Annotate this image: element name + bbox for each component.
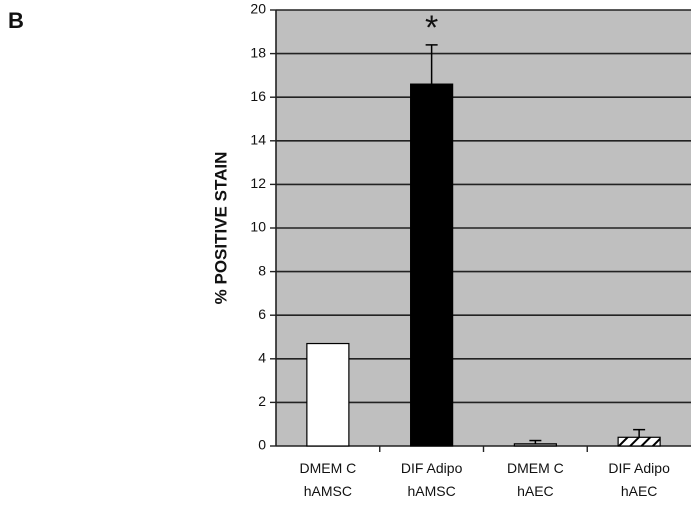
y-tick-label: 10 [250,219,266,235]
bars [306,83,661,447]
bar [513,443,557,447]
x-tick-label: DIF Adipo [608,460,670,476]
y-tick-label: 16 [250,88,266,104]
panel-label: B [8,8,24,33]
y-tick-label: 0 [258,437,266,453]
y-tick-label: 2 [258,393,266,409]
gridlines [276,9,691,404]
y-tick-label: 20 [250,1,266,17]
x-tick-label: hAMSC [304,483,352,499]
y-tick-label: 4 [258,350,266,366]
x-tick-label: DIF Adipo [401,460,463,476]
x-axis: DMEM C hAMSC DIF Adipo hAMSC DMEM C hAEC DIF A… [276,445,691,499]
x-tick-label: hAEC [621,483,658,499]
bar [306,342,350,447]
bar [410,83,454,447]
x-tick-label: hAEC [517,483,554,499]
y-tick-label: 18 [250,44,266,60]
y-tick-label: 12 [250,175,266,191]
significance-marker: * [425,9,438,47]
x-tick-label: hAMSC [408,483,456,499]
x-tick-label: DMEM C [507,460,564,476]
bar [617,436,661,447]
y-axis: 0 2 4 6 8 10 12 14 16 18 20 [250,1,277,453]
error-bars [425,44,646,444]
annotations: * [425,9,438,47]
y-axis-title: % POSITIVE STAIN [211,152,230,305]
y-tick-label: 8 [258,262,266,278]
x-tick-label: DMEM C [299,460,356,476]
y-tick-label: 6 [258,306,266,322]
y-tick-label: 14 [250,132,266,148]
